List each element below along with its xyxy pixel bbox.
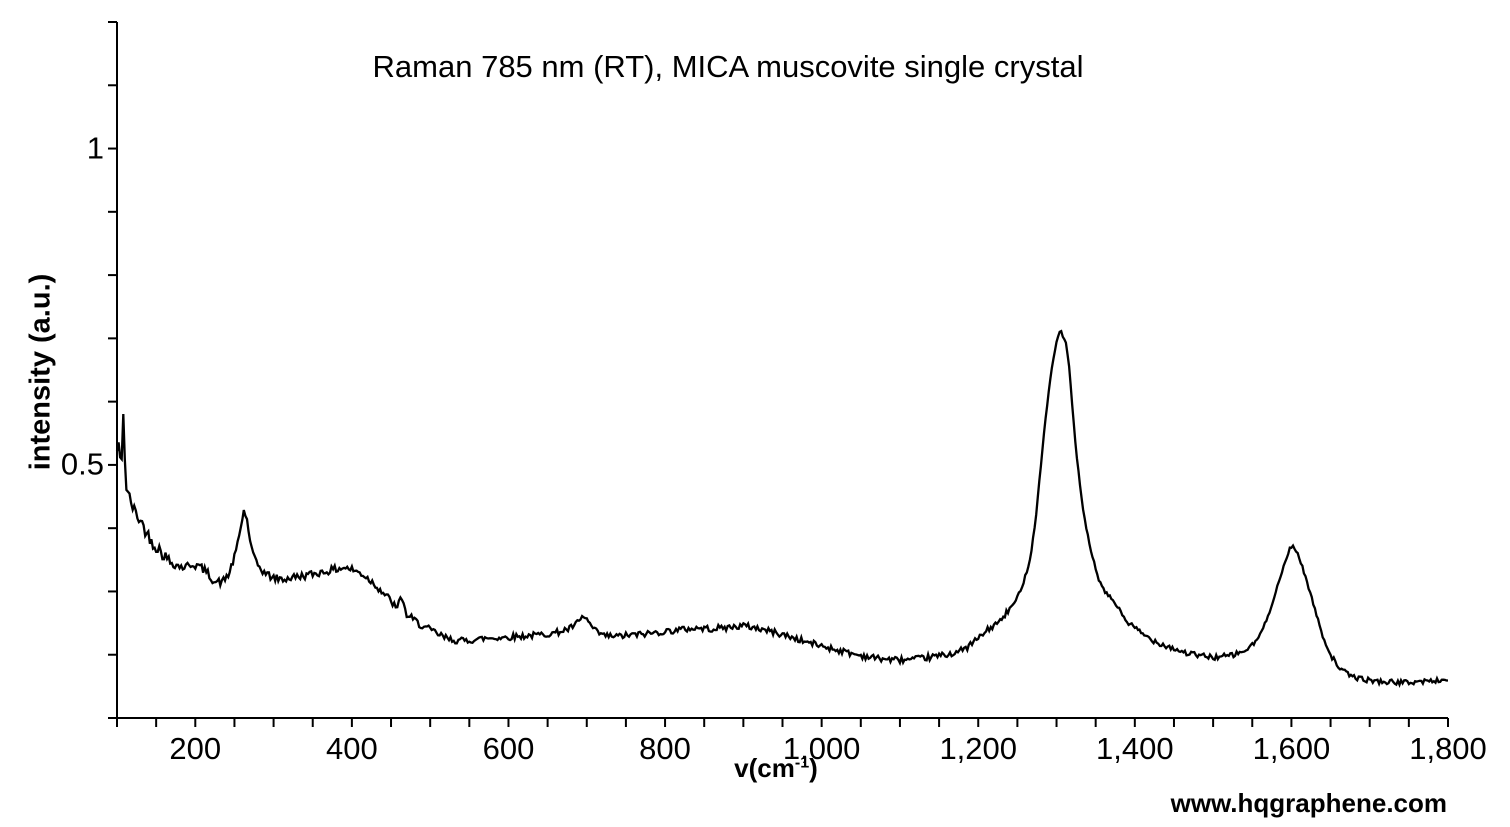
x-tick-label: 1,600: [1252, 731, 1331, 766]
x-axis-label: v(cm-1): [734, 753, 818, 784]
website-watermark: www.hqgraphene.com: [1170, 788, 1447, 818]
x-tick-label: 600: [482, 731, 535, 766]
x-axis-label-post: ): [809, 753, 818, 783]
x-tick-label: 1,200: [939, 731, 1018, 766]
y-tick-label: 0.5: [60, 446, 104, 482]
x-tick-label: 200: [169, 731, 222, 766]
chart-title: Raman 785 nm (RT), MICA muscovite single…: [372, 49, 1084, 84]
x-tick-label: 800: [639, 731, 691, 766]
x-tick-label: 400: [326, 731, 378, 766]
x-axis-label-pre: v(cm: [734, 753, 795, 783]
spectrum-line: [115, 329, 1448, 688]
x-tick-label: 1,000: [782, 731, 861, 766]
y-tick-label: 1: [86, 129, 104, 165]
x-tick-label: 1,800: [1409, 731, 1487, 766]
y-axis-label: intensity (a.u.): [24, 273, 57, 471]
x-tick-label: 1,400: [1096, 731, 1174, 766]
x-axis-label-superscript: -1: [794, 753, 810, 772]
